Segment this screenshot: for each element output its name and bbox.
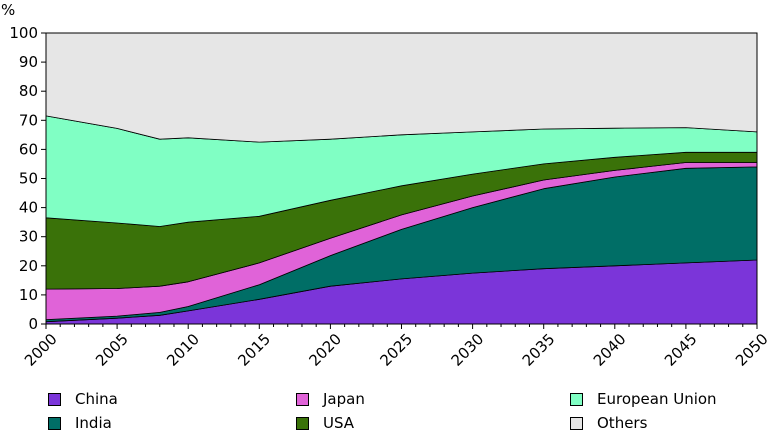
legend-swatch: [570, 392, 583, 406]
x-tick-label: 2050: [732, 330, 768, 370]
y-tick-label: 90: [19, 53, 38, 71]
area-others: [45, 32, 758, 143]
legend-swatch: [48, 392, 61, 406]
x-tick-label: 2005: [92, 330, 132, 370]
y-tick-label: 70: [19, 111, 38, 129]
y-axis: 0 10 20 30 40 50 60 70 80 90 100: [9, 24, 46, 333]
legend-item-others: Others: [570, 413, 647, 433]
legend-label: China: [75, 390, 118, 408]
legend: China India Japan USA European Union Others: [0, 388, 768, 434]
legend-label: Others: [597, 414, 648, 432]
y-tick-label: 100: [9, 24, 38, 42]
y-tick-label: 80: [19, 82, 38, 100]
x-tick-label: 2040: [590, 330, 630, 370]
y-tick-label: 20: [19, 257, 38, 275]
legend-label: Japan: [323, 390, 365, 408]
legend-swatch: [296, 392, 309, 406]
legend-label: USA: [323, 414, 355, 432]
x-tick-label: 2015: [234, 330, 274, 370]
legend-label: India: [75, 414, 112, 432]
series-areas: [45, 32, 758, 325]
legend-swatch: [570, 416, 583, 430]
x-tick-label: 2035: [519, 330, 559, 370]
legend-item-japan: Japan: [296, 389, 365, 409]
legend-label: European Union: [597, 390, 717, 408]
x-tick-label: 2020: [305, 330, 345, 370]
y-tick-label: 0: [28, 315, 38, 333]
legend-item-usa: USA: [296, 413, 354, 433]
y-tick-label: 50: [19, 170, 38, 188]
legend-swatch: [296, 416, 309, 430]
x-axis: 2000 2005 2010 2015 2020 2025 2030 2035 2040 2045…: [21, 324, 768, 370]
x-tick-label: 2025: [377, 330, 417, 370]
y-axis-label: %: [1, 1, 15, 19]
x-tick-label: 2045: [661, 330, 701, 370]
legend-swatch: [48, 416, 61, 430]
x-tick-label: 2000: [21, 330, 61, 370]
y-tick-label: 10: [19, 286, 38, 304]
x-tick-label: 2030: [448, 330, 488, 370]
y-tick-label: 30: [19, 228, 38, 246]
x-tick-label: 2010: [163, 330, 203, 370]
y-tick-label: 60: [19, 140, 38, 158]
y-tick-label: 40: [19, 199, 38, 217]
legend-item-european-union: European Union: [570, 389, 717, 409]
legend-item-china: China: [48, 389, 118, 409]
legend-item-india: India: [48, 413, 112, 433]
